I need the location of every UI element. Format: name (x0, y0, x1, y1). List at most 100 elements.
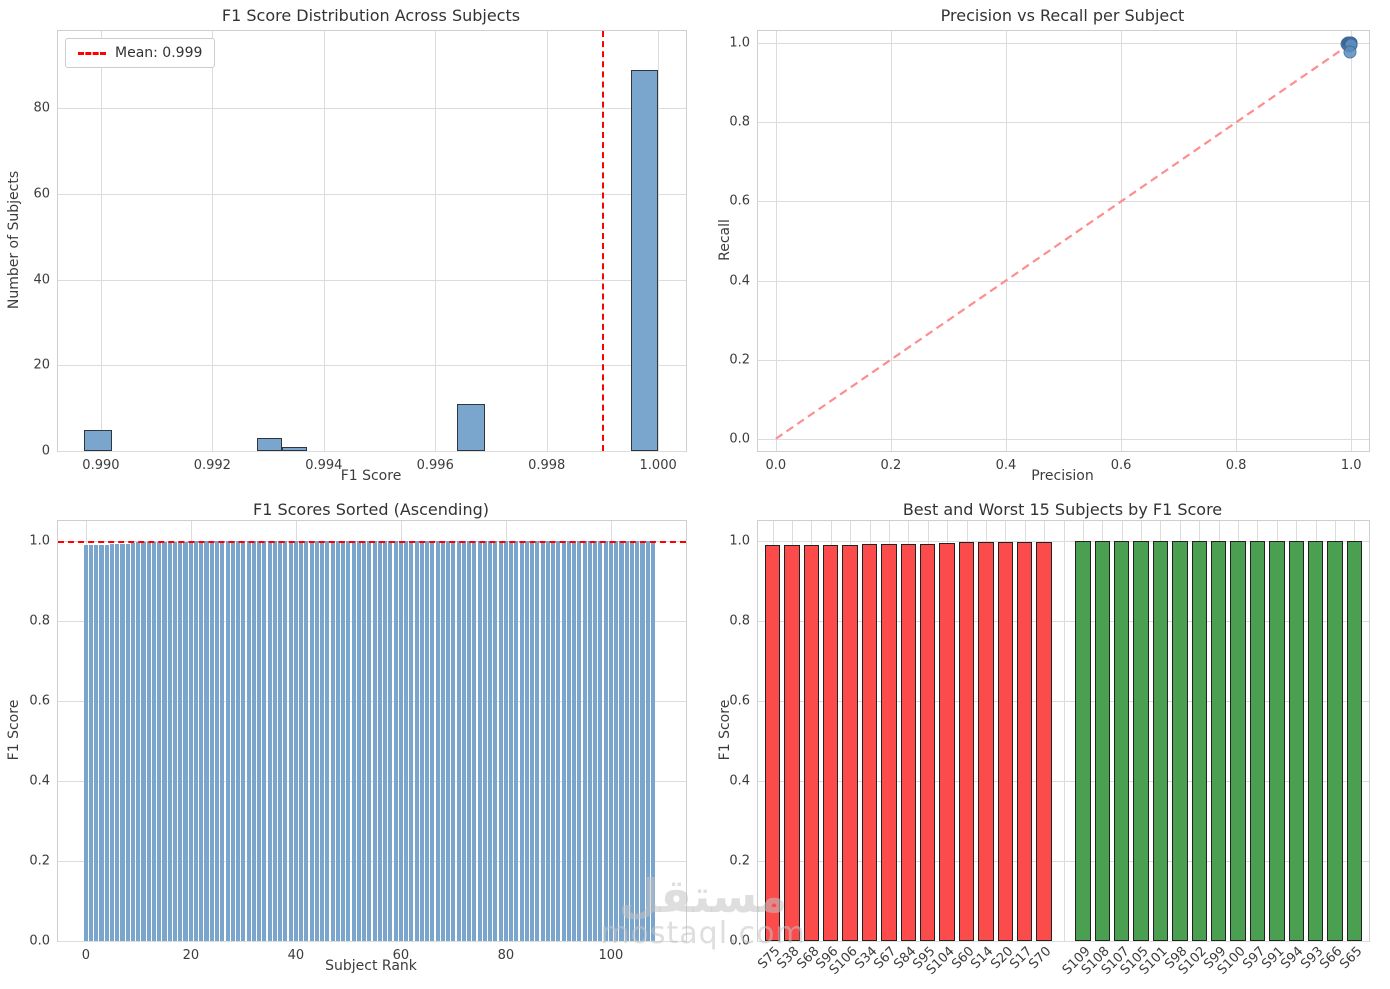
worst-subject-bar (939, 542, 955, 941)
sorted-title: F1 Scores Sorted (Ascending) (252, 500, 490, 519)
sorted-bar (372, 541, 377, 941)
worst-subject-bar (1036, 542, 1052, 941)
gridline-y (758, 359, 1369, 361)
x-tick-label: 1.000 (639, 458, 677, 473)
sorted-bar (398, 541, 403, 941)
hist-bar (256, 438, 282, 451)
best-subject-bar (1230, 541, 1246, 941)
sorted-bar (293, 541, 298, 941)
sorted-bar (598, 541, 603, 941)
sorted-bar (304, 541, 309, 941)
best-subject-bar (1075, 541, 1091, 941)
gridline-x (775, 31, 777, 451)
gridline-x (212, 31, 214, 451)
sorted-bar (130, 542, 136, 941)
sorted-bar (593, 541, 598, 941)
gridline-y (58, 941, 686, 942)
sorted-bar (193, 541, 199, 941)
sorted-bar (94, 545, 99, 941)
sorted-bar (524, 541, 529, 941)
hist-legend: Mean: 0.999 (65, 38, 216, 68)
sorted-bar (330, 541, 335, 941)
y-tick-label: 1.0 (729, 533, 750, 549)
hist-bar (456, 403, 486, 451)
sorted-bar (272, 541, 277, 941)
sorted-bar (246, 541, 251, 941)
sorted-bar (414, 541, 419, 941)
scatter-y-axis-label: Recall (717, 219, 733, 261)
sorted-bar (540, 541, 545, 941)
gridline-x (1121, 31, 1123, 451)
sorted-bar (383, 541, 388, 941)
sorted-bar (404, 541, 409, 941)
sorted-bar (467, 541, 472, 941)
y-tick-label: 0.8 (729, 613, 750, 629)
worst-subject-bar (978, 542, 994, 941)
worst-subject-bar (784, 545, 800, 941)
sorted-bar (320, 541, 325, 941)
best-subject-bar (1249, 541, 1266, 941)
gridline-y (58, 861, 686, 862)
sorted-bar (262, 541, 267, 941)
panel-best-worst-bars: Best and Worst 15 Subjects by F1 Score F… (695, 494, 1390, 989)
best-subject-bar (1133, 541, 1149, 941)
sorted-bar (482, 541, 487, 941)
sorted-bar (388, 541, 393, 941)
sorted-bar (167, 542, 172, 941)
y-tick-label: 40 (33, 272, 50, 288)
worst-subject-bar (881, 543, 897, 941)
scatter-x-axis-label: Precision (1031, 468, 1094, 484)
sorted-bar (409, 541, 414, 941)
sorted-bar (257, 541, 262, 941)
sorted-bar (614, 541, 619, 941)
gridline-x (890, 31, 892, 451)
sorted-bar (430, 541, 435, 941)
y-tick-label: 0.8 (729, 114, 750, 130)
gridline-x (546, 31, 548, 451)
sorted-bar (603, 541, 608, 941)
x-tick-label: 80 (497, 948, 515, 963)
x-tick-label: 0 (81, 948, 90, 963)
sorted-bar (650, 541, 655, 941)
sorted-bar (288, 541, 293, 941)
sorted-bar (572, 541, 577, 941)
gridline-x (1236, 31, 1238, 451)
y-tick-label: 0.8 (29, 613, 50, 629)
best-subject-bar (1172, 541, 1188, 941)
hist-bar (282, 446, 308, 451)
gridline-y (58, 279, 686, 281)
legend-mean-label: Mean: 0.999 (115, 45, 203, 61)
worst-subject-bar (997, 542, 1014, 941)
sorted-bar (236, 541, 241, 941)
gridline-y (758, 541, 1369, 542)
x-tick-label: 0.8 (1225, 458, 1247, 473)
sorted-bar (215, 541, 220, 941)
gridline-y (58, 365, 686, 367)
worst-subject-bar (764, 545, 781, 941)
gridline-y (758, 280, 1369, 282)
y-tick-label: 0.2 (729, 352, 750, 368)
legend-mean-line-sample (78, 51, 106, 55)
sorted-bar (309, 541, 314, 941)
sorted-bar (225, 541, 230, 941)
mean-reference-line (58, 541, 686, 544)
gridline-y (758, 701, 1369, 702)
sorted-bar (283, 541, 288, 941)
x-tick-label: 0.0 (765, 458, 787, 473)
x-tick-label: 0.990 (82, 458, 120, 473)
sorted-bar (278, 541, 283, 941)
x-tick-label: 40 (287, 948, 305, 963)
sorted-bar (377, 541, 382, 941)
hist-y-axis-label: Number of Subjects (6, 170, 22, 310)
hist-plot-area: 0.990 0.992 0.994 0.996 0.998 1.000 0 20 40 60 80 (33, 30, 687, 473)
gridline-x (1063, 521, 1065, 941)
sorted-bar (141, 542, 146, 941)
panel-precision-recall-scatter: Precision vs Recall per Subject Recall P… (695, 0, 1390, 494)
worst-subject-bar (1016, 542, 1033, 941)
sorted-bar (425, 541, 430, 941)
hist-bar (630, 69, 659, 451)
sorted-bar (151, 542, 157, 941)
sorted-bar (314, 541, 319, 941)
gridline-y (758, 43, 1369, 45)
sorted-bar (514, 541, 519, 941)
